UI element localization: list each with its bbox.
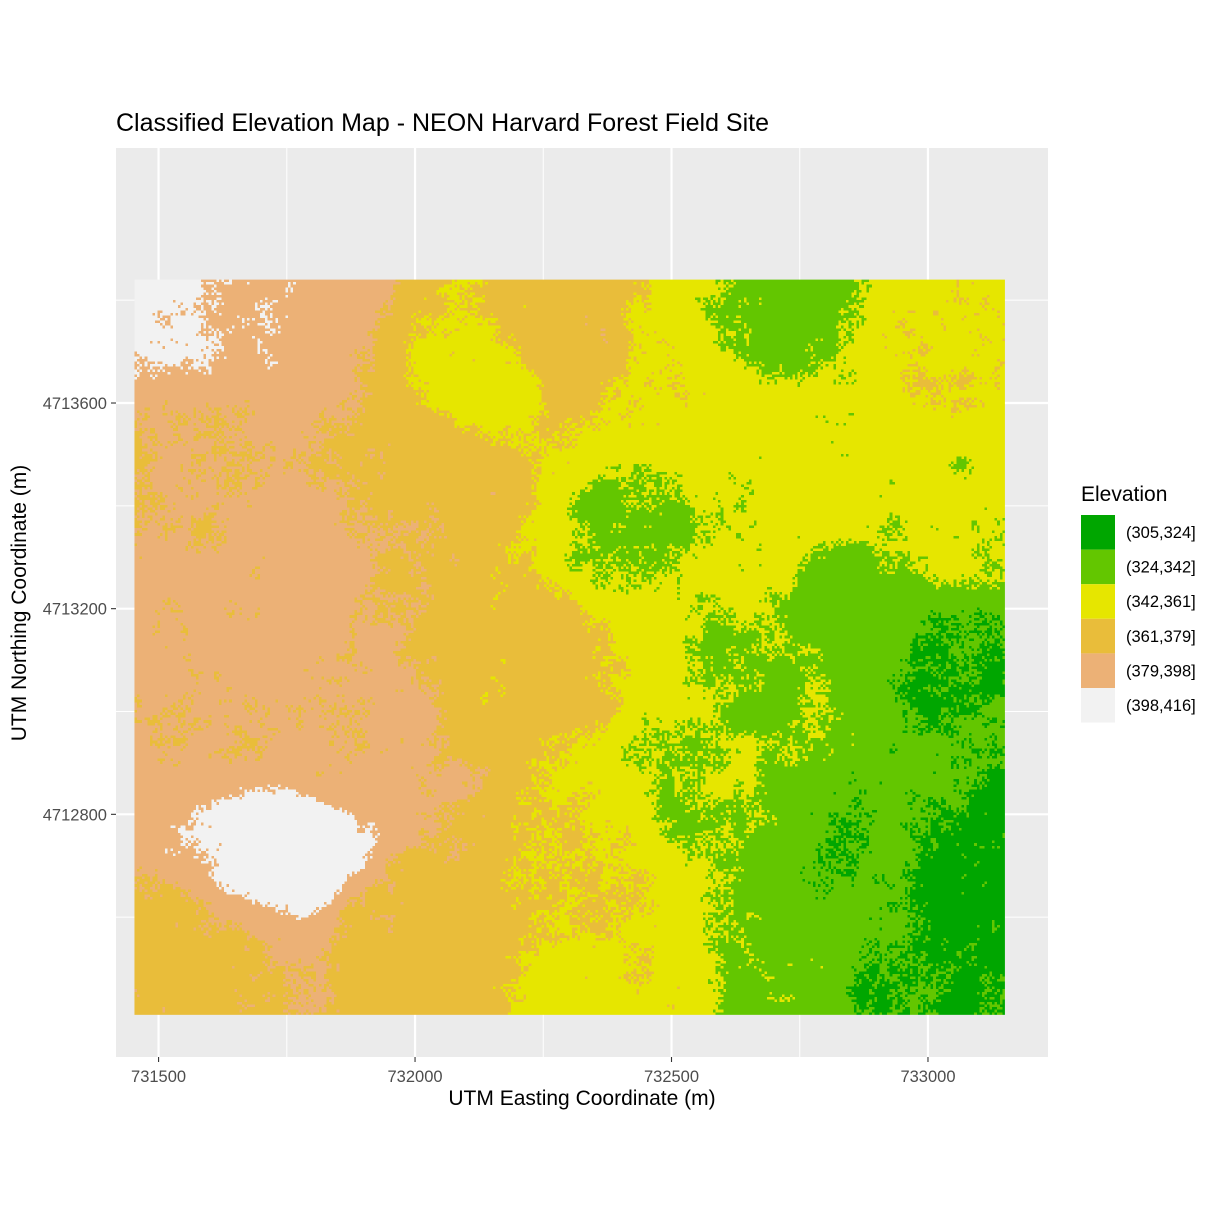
legend-title: Elevation	[1081, 483, 1167, 506]
legend-swatch	[1081, 549, 1115, 585]
elevation-raster	[134, 279, 1005, 1015]
legend-swatch	[1081, 618, 1115, 654]
x-axis: 731500 732000 732500 733000	[131, 1057, 956, 1086]
legend-label: (324,342]	[1126, 559, 1196, 577]
x-axis-title: UTM Easting Coordinate (m)	[448, 1087, 715, 1110]
legend: Elevation (305,324] (324,342] (342,361] (36…	[1081, 483, 1196, 723]
legend-label: (342,361]	[1126, 593, 1196, 611]
y-axis: 4712800 4713200 4713600	[43, 395, 116, 824]
legend-swatch	[1081, 584, 1115, 619]
x-tick-label: 731500	[131, 1068, 186, 1086]
x-tick-label: 733000	[900, 1068, 955, 1086]
legend-label: (361,379]	[1126, 628, 1196, 646]
legend-label: (398,416]	[1126, 697, 1196, 715]
x-tick-label: 732000	[388, 1068, 443, 1086]
y-tick-label: 4712800	[43, 806, 107, 824]
legend-label: (305,324]	[1126, 524, 1196, 542]
y-tick-label: 4713200	[43, 601, 107, 619]
x-tick-label: 732500	[644, 1068, 699, 1086]
y-tick-label: 4713600	[43, 395, 107, 413]
legend-swatch	[1081, 688, 1115, 723]
legend-swatch	[1081, 653, 1115, 688]
legend-swatch	[1081, 515, 1115, 550]
y-axis-title: UTM Northing Coordinate (m)	[8, 465, 31, 742]
chart-title: Classified Elevation Map - NEON Harvard …	[116, 109, 769, 137]
legend-label: (379,398]	[1126, 662, 1196, 680]
